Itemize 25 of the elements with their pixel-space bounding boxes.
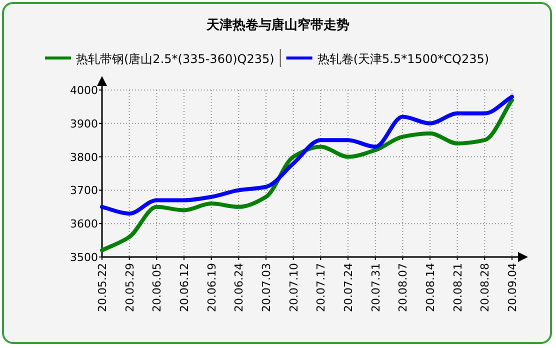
x-tick-label: 20.07.17: [314, 263, 328, 312]
x-tick-label: 20.06.12: [178, 263, 191, 312]
x-tick-label: 20.07.10: [287, 263, 300, 312]
x-tick-label: 20.08.28: [478, 263, 492, 312]
x-tick-label: 20.08.14: [424, 263, 437, 312]
x-tick-label: 20.06.19: [205, 263, 218, 312]
x-tick-label: 20.05.22: [96, 263, 109, 312]
y-tick-label: 3700: [70, 184, 98, 198]
y-tick-label: 3800: [70, 150, 98, 164]
x-tick-label: 20.06.24: [232, 263, 246, 312]
x-tick-label: 20.09.04: [506, 263, 519, 312]
x-tick-label: 20.07.31: [369, 263, 382, 312]
x-tick-label: 20.08.07: [396, 263, 410, 312]
y-tick-label: 3600: [70, 218, 98, 231]
legend-label: 热轧带钢(唐山2.5*(335-360)Q235): [76, 52, 274, 66]
legend-label: 热轧卷(天津5.5*1500*CQ235): [317, 52, 490, 66]
chart-title: 天津热卷与唐山窄带走势: [206, 17, 350, 33]
y-tick-label: 4000: [70, 84, 98, 97]
x-tick-label: 20.07.24: [342, 263, 355, 312]
x-tick-label: 20.07.03: [260, 263, 273, 312]
x-tick-label: 20.06.05: [150, 263, 164, 312]
x-tick-label: 20.08.21: [451, 263, 464, 312]
y-tick-label: 3500: [70, 251, 98, 264]
y-tick-label: 3900: [70, 117, 98, 130]
x-tick-label: 20.05.29: [123, 263, 136, 312]
